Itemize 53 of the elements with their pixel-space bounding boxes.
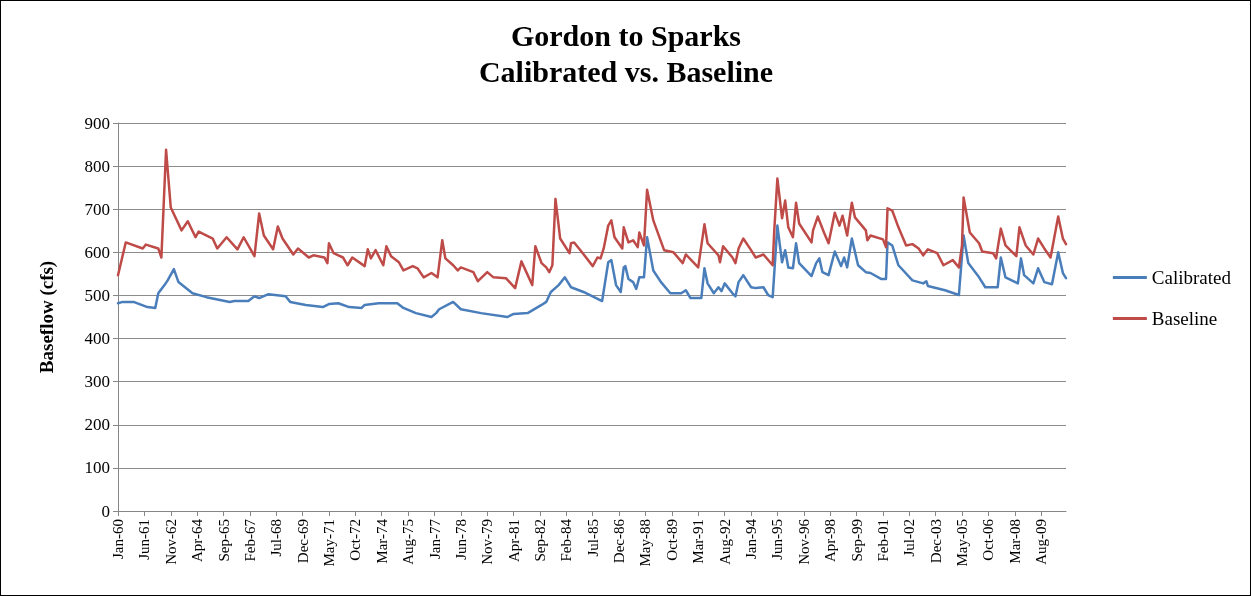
x-tick-label: Dec-03 [927, 519, 944, 564]
x-tick-label: Mar-08 [1006, 519, 1023, 564]
x-tick-label: Dec-69 [294, 519, 311, 564]
x-tick-label: May-71 [320, 519, 337, 567]
x-tick-label: Oct-06 [980, 518, 997, 561]
x-tick-label: Jan-60 [110, 519, 126, 559]
x-tick-label: Jan-94 [743, 518, 760, 559]
y-tick-label: 700 [84, 199, 110, 219]
chart-title: Gordon to Sparks [510, 18, 742, 52]
x-tick-label: Jun-78 [452, 519, 469, 560]
y-tick-label: 300 [84, 372, 110, 392]
x-tick-label: Jul-68 [268, 519, 285, 557]
x-tick-label: Aug-75 [400, 519, 417, 565]
x-tick-label: Sep-99 [848, 519, 865, 562]
x-tick-label: Jun-95 [769, 519, 786, 560]
x-tick-label: Oct-72 [347, 519, 364, 561]
x-tick-label: Feb-84 [558, 518, 575, 562]
x-tick-label: Apr-81 [505, 519, 522, 563]
x-tick-label: Jul-85 [584, 519, 601, 557]
y-tick-label: 800 [84, 156, 110, 176]
line-series [116, 148, 1068, 290]
x-tick-label: Mar-74 [373, 518, 390, 564]
chart-subtitle: Calibrated vs. Baseline [478, 54, 774, 88]
x-tick-label: Feb-67 [241, 518, 258, 562]
x-tick-label: Jun-61 [136, 519, 153, 560]
x-tick-label: Nov-96 [795, 518, 812, 565]
x-tick-label: Nov-62 [162, 519, 179, 565]
x-tick-label: Jan-77 [426, 518, 443, 559]
x-tick-label: Aug-09 [1033, 519, 1050, 565]
x-tick-label: Jul-02 [901, 519, 918, 557]
y-tick-label: 900 [84, 113, 110, 133]
x-tick-label: Dec-86 [611, 518, 628, 564]
x-tick-label: May-05 [954, 519, 971, 567]
x-tick-label: Sep-82 [532, 519, 549, 562]
x-tick-label: Apr-64 [189, 518, 206, 563]
x-tick-label: May-88 [637, 519, 654, 567]
y-tick-label: 100 [84, 458, 110, 478]
y-tick-label: 600 [84, 242, 110, 262]
y-tick-label: 200 [84, 415, 110, 435]
x-tick-label: Aug-92 [716, 519, 733, 565]
x-tick-label: Feb-01 [875, 519, 891, 562]
y-tick-label: 500 [84, 285, 110, 305]
legend-label: Calibrated [1151, 267, 1232, 288]
line-series [116, 224, 1068, 319]
x-tick-label: Oct-89 [663, 519, 680, 561]
y-tick-label: 0 [101, 501, 110, 521]
y-axis-title: Baseflow (cfs) [36, 260, 58, 374]
x-tick-label: Apr-98 [822, 519, 839, 563]
legend-label: Baseline [1151, 308, 1218, 329]
x-tick-label: Mar-91 [690, 519, 707, 564]
x-tick-label: Nov-79 [479, 519, 496, 565]
y-tick-label: 400 [84, 329, 110, 349]
x-tick-label: Sep-65 [215, 519, 232, 562]
